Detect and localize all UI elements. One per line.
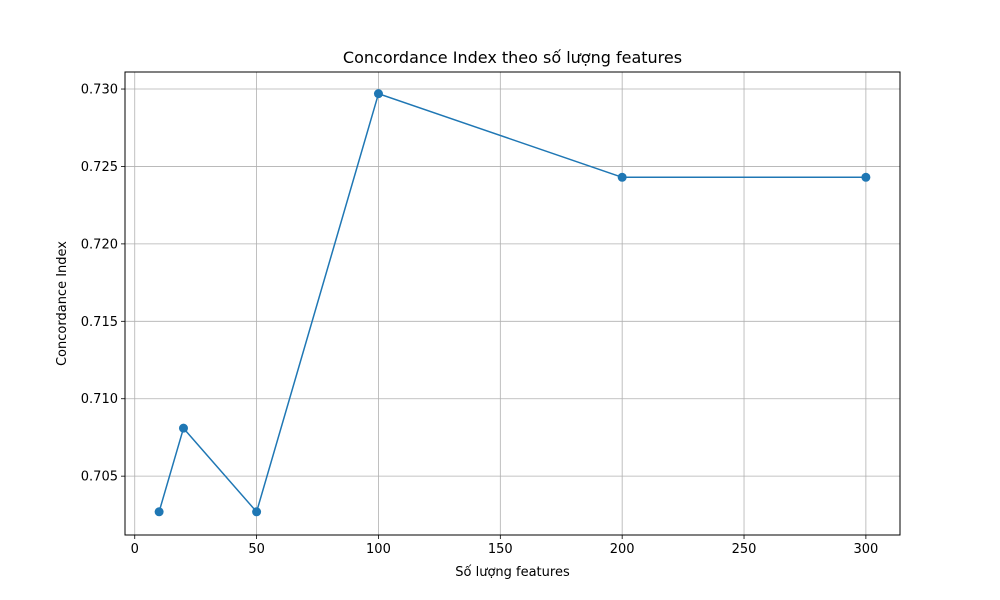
- y-tick-label: 0.725: [81, 160, 118, 175]
- y-tick-label: 0.715: [81, 315, 118, 330]
- series-markers: [154, 89, 871, 517]
- data-point-marker: [178, 423, 188, 433]
- y-tick-label: 0.710: [81, 392, 118, 407]
- grid-lines: [125, 72, 900, 535]
- x-tick-label: 0: [131, 542, 139, 557]
- y-axis-label: Concordance Index: [55, 241, 70, 366]
- data-point-marker: [861, 172, 871, 182]
- data-point-marker: [252, 507, 262, 517]
- series-lines: [158, 92, 866, 513]
- chart-title: Concordance Index theo số lượng features: [343, 48, 682, 67]
- y-tick-label: 0.705: [81, 470, 118, 485]
- y-axis-ticks: 0.705 0.710 0.715 0.720 0.725 0.730: [81, 83, 125, 485]
- series-line: [158, 92, 866, 513]
- x-tick-label: 150: [488, 542, 513, 557]
- data-point-marker: [154, 507, 164, 517]
- x-tick-label: 300: [853, 542, 878, 557]
- data-point-marker: [373, 89, 383, 99]
- x-tick-label: 200: [610, 542, 635, 557]
- y-tick-label: 0.720: [81, 237, 118, 252]
- y-tick-label: 0.730: [81, 83, 118, 98]
- plot-area-frame: [124, 71, 901, 536]
- x-axis-ticks: 0 50 100 150 200 250 300: [131, 535, 878, 557]
- x-tick-label: 100: [366, 542, 391, 557]
- x-tick-label: 250: [732, 542, 757, 557]
- data-point-marker: [617, 172, 627, 182]
- x-axis-label: Số lượng features: [455, 565, 570, 580]
- x-tick-label: 50: [248, 542, 265, 557]
